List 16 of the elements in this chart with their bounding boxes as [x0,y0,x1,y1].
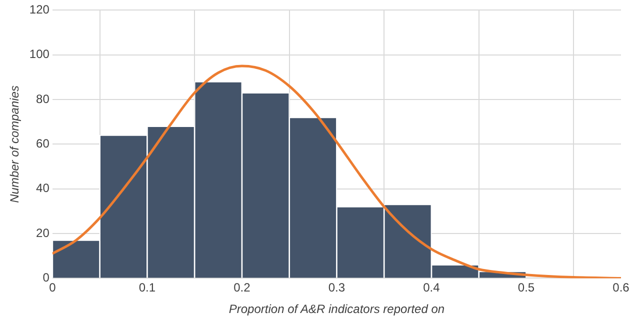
x-tick-label: 0.2 [234,280,251,295]
y-tick-label: 0 [42,270,50,285]
y-tick-label: 120 [29,2,50,17]
y-tick-label: 60 [36,136,50,151]
x-tick-label: 0.1 [138,280,156,295]
x-axis-title: Proportion of A&R indicators reported on [228,302,445,316]
x-tick-label: 0.4 [423,280,440,295]
x-tick-label: 0.5 [518,280,535,295]
y-tick-label: 80 [36,92,50,106]
x-tick-label: 0.3 [328,280,346,295]
line-series [52,64,621,278]
y-tick-label: 20 [36,226,50,240]
x-tick-label: 0.6 [612,280,630,295]
y-tick-label: 40 [36,181,50,196]
y-axis-title: Number of companies [8,86,22,203]
y-tick-label: 100 [29,47,50,62]
